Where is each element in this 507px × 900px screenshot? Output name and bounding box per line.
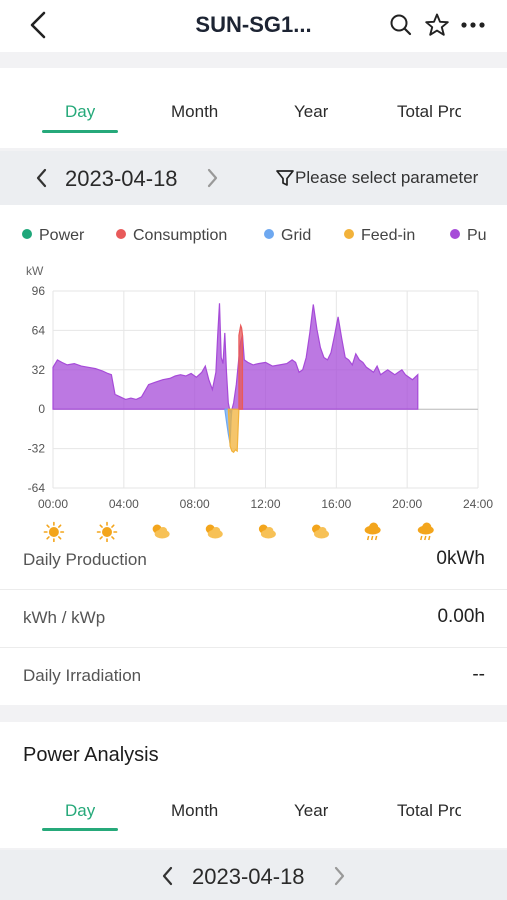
power-chart[interactable]: 96 64 32 0 -32 -64 00:00 04:00 08:00 12:00 16:00 20… — [0, 280, 507, 542]
legend-label: Feed-in — [361, 227, 416, 244]
stat-row-daily-production: Daily Production 0kWh — [0, 532, 507, 590]
date-navigator: 2023-04-18 Please select parameter — [0, 151, 507, 205]
partly-cloudy-icon — [312, 524, 330, 539]
legend-item-power[interactable]: Power — [22, 227, 84, 245]
tab-month[interactable]: Month — [171, 102, 219, 121]
page-title: SUN-SG1... — [195, 12, 312, 37]
period-tabs: Day Month Year Total Pro — [0, 102, 507, 142]
analysis-period-tabs: Day Month Year Total Pro — [0, 801, 507, 841]
y-tick-label: 0 — [38, 402, 45, 416]
y-tick-label: 32 — [32, 363, 46, 377]
top-bar: SUN-SG1... — [0, 0, 507, 52]
stat-label: Daily Production — [23, 550, 147, 569]
partly-cloudy-icon — [258, 524, 276, 539]
legend-label: Pu — [467, 227, 487, 244]
chart-card: Power Consumption Grid Feed-in Pu kW 96 6… — [0, 205, 507, 705]
legend-dot — [264, 229, 274, 239]
y-tick-label: -32 — [28, 442, 46, 456]
legend-label: Power — [39, 227, 85, 244]
more-icon[interactable] — [460, 12, 486, 38]
series-area-feed-in — [227, 408, 240, 454]
stat-label: kWh / kWp — [23, 608, 106, 627]
tab-total-production[interactable]: Total Pro — [397, 102, 461, 121]
series-area-consumption — [238, 323, 244, 410]
legend-label: Grid — [281, 227, 312, 244]
active-tab-indicator — [42, 130, 118, 133]
chevron-left-icon[interactable] — [34, 167, 50, 189]
tab-year[interactable]: Year — [294, 801, 329, 820]
y-axis-unit: kW — [26, 264, 44, 278]
legend-item-pu[interactable]: Pu — [450, 227, 487, 245]
chevron-right-icon[interactable] — [331, 865, 347, 887]
active-tab-indicator — [42, 828, 118, 831]
tab-year[interactable]: Year — [294, 102, 329, 121]
tab-month[interactable]: Month — [171, 801, 219, 820]
y-tick-label: 96 — [32, 284, 46, 298]
partly-cloudy-icon — [205, 524, 223, 539]
rain-cloud-icon — [364, 522, 381, 541]
stat-value: 0kWh — [436, 548, 485, 569]
legend-item-consumption[interactable]: Consumption — [116, 227, 227, 245]
analysis-date-navigator: 2023-04-18 — [0, 850, 507, 900]
legend-label: Consumption — [133, 227, 228, 244]
legend-item-feed-in[interactable]: Feed-in — [344, 227, 415, 245]
legend-dot — [22, 229, 32, 239]
chart-legend: Power Consumption Grid Feed-in Pu — [0, 227, 507, 249]
power-analysis-card: Power Analysis Day Month Year Total Pro — [0, 722, 507, 848]
filter-icon[interactable] — [275, 168, 295, 188]
stat-row-daily-irradiation: Daily Irradiation -- — [0, 648, 507, 706]
sun-icon — [96, 521, 118, 542]
chevron-left-icon[interactable] — [160, 865, 176, 887]
legend-dot — [344, 229, 354, 239]
tab-total-production[interactable]: Total Pro — [397, 801, 461, 820]
tab-day[interactable]: Day — [65, 102, 96, 121]
x-tick-label: 00:00 — [38, 497, 68, 511]
x-tick-label: 12:00 — [250, 497, 280, 511]
tab-day[interactable]: Day — [65, 801, 96, 820]
date-label[interactable]: 2023-04-18 — [192, 864, 305, 889]
stat-row-kwh-kwp: kWh / kWp 0.00h — [0, 590, 507, 648]
x-tick-label: 08:00 — [180, 497, 210, 511]
legend-dot — [450, 229, 460, 239]
search-icon[interactable] — [388, 12, 414, 38]
x-tick-label: 20:00 — [392, 497, 422, 511]
section-title: Power Analysis — [23, 744, 159, 766]
date-label[interactable]: 2023-04-18 — [65, 166, 178, 191]
back-arrow-icon[interactable] — [24, 10, 52, 40]
parameter-filter[interactable]: Please select parameter — [295, 168, 479, 187]
y-tick-label: 64 — [32, 323, 46, 337]
x-tick-label: 04:00 — [109, 497, 139, 511]
x-tick-label: 24:00 — [463, 497, 493, 511]
partly-cloudy-icon — [152, 524, 170, 539]
legend-item-grid[interactable]: Grid — [264, 227, 311, 245]
legend-dot — [116, 229, 126, 239]
y-tick-label: -64 — [28, 481, 46, 495]
stat-label: Daily Irradiation — [23, 666, 142, 685]
period-tabs-container: Day Month Year Total Pro — [0, 68, 507, 148]
star-icon[interactable] — [424, 12, 450, 38]
series-area-pu — [52, 303, 419, 415]
rain-cloud-icon — [417, 522, 434, 541]
x-tick-label: 16:00 — [321, 497, 351, 511]
stat-value: 0.00h — [437, 606, 485, 627]
stat-value: -- — [472, 664, 485, 685]
sun-icon — [43, 521, 65, 542]
chevron-right-icon[interactable] — [204, 167, 220, 189]
